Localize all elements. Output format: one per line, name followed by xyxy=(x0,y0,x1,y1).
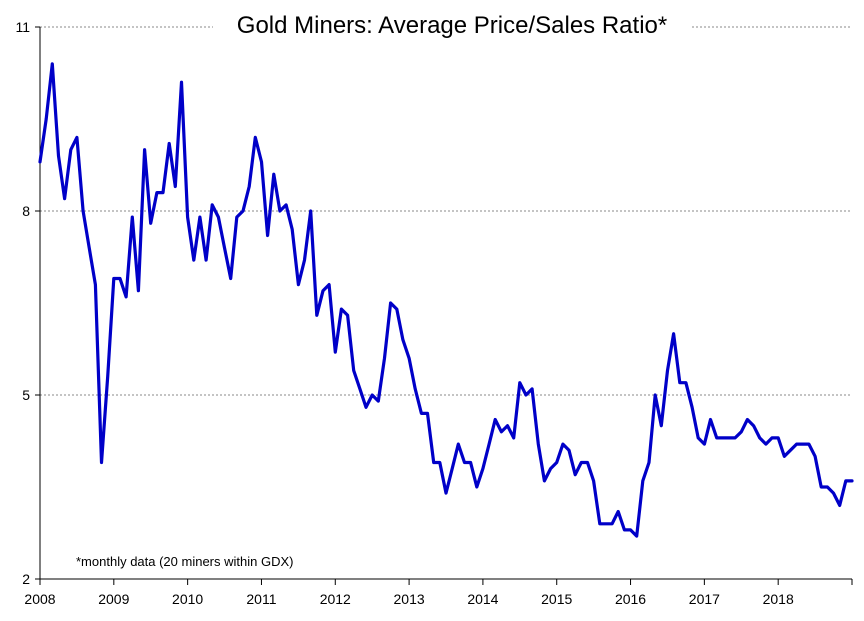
y-tick-label: 11 xyxy=(15,19,30,35)
chart-annotation: *monthly data (20 miners within GDX) xyxy=(76,554,293,569)
y-tick-label: 8 xyxy=(22,203,30,219)
title-background xyxy=(213,6,691,38)
x-tick-label: 2008 xyxy=(24,591,55,607)
series-group xyxy=(38,62,854,538)
x-axis-ticks: 2008 2009 2010 2011 2012 2013 2014 2015 2016 2017… xyxy=(24,579,853,607)
x-tick-label: 2016 xyxy=(615,591,646,607)
x-tick-label: 2011 xyxy=(246,591,276,607)
x-tick-label: 2015 xyxy=(541,591,572,607)
x-tick-label: 2017 xyxy=(689,591,720,607)
y-tick-label: 5 xyxy=(22,387,30,403)
axes xyxy=(39,27,852,580)
x-tick-label: 2010 xyxy=(172,591,203,607)
x-tick-label: 2012 xyxy=(320,591,351,607)
x-tick-label: 2013 xyxy=(394,591,425,607)
x-tick-label: 2014 xyxy=(467,591,498,607)
series-line xyxy=(38,62,854,538)
chart-title: Gold Miners: Average Price/Sales Ratio* xyxy=(237,12,667,39)
x-tick-label: 2009 xyxy=(98,591,129,607)
y-tick-label: 2 xyxy=(22,571,30,587)
y-axis-ticks: 2 5 8 11 xyxy=(15,19,40,587)
x-tick-label: 2018 xyxy=(763,591,794,607)
